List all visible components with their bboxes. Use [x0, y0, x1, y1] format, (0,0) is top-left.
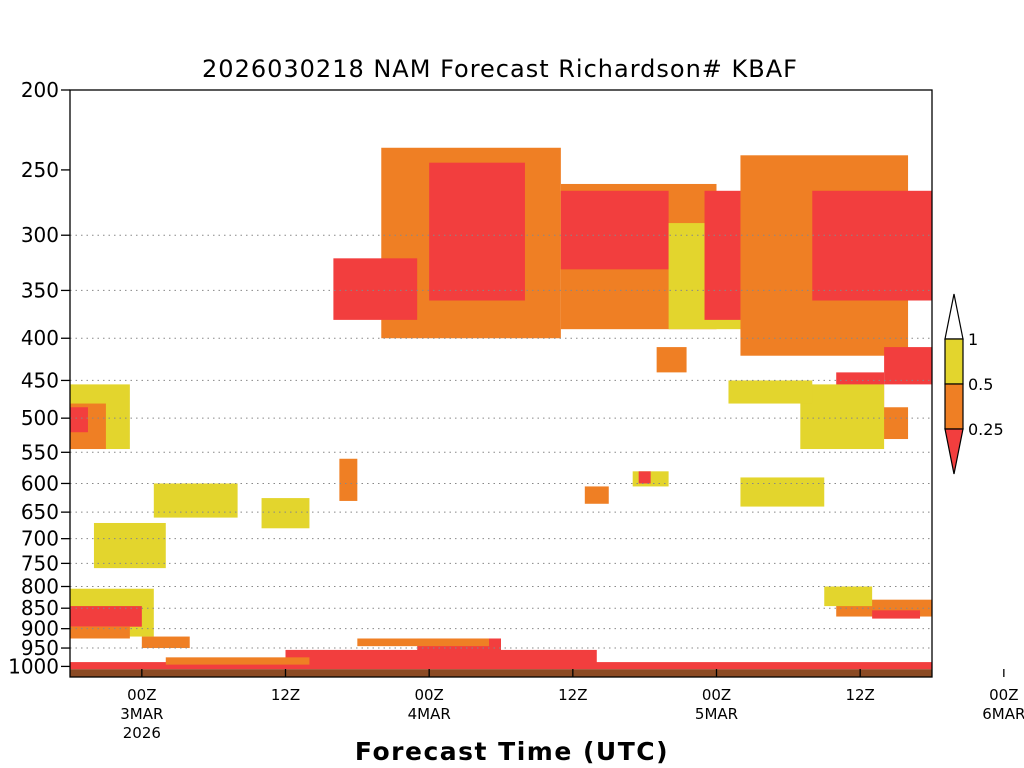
x-tick-label-24-0: 00Z	[414, 686, 443, 704]
ri-cell-low	[824, 586, 873, 607]
ri-cell-mid	[165, 657, 310, 665]
ri-cell-mid	[656, 347, 687, 373]
ri-cell-low	[740, 477, 825, 507]
colorbar-mid-segment	[944, 383, 964, 430]
colorbar-label-1: 0.5	[968, 375, 993, 394]
ri-cell-high	[884, 347, 932, 385]
chart-title: 2026030218 NAM Forecast Richardson# KBAF	[202, 55, 798, 83]
ri-cell-mid	[70, 626, 130, 639]
x-tick-label-72-0: 00Z	[989, 686, 1018, 704]
y-tick-label-900: 900	[21, 617, 59, 641]
colorbar-top-arrow	[944, 293, 964, 340]
y-axis: 200 250 300 350 400 450 500 550 600 650 7007508008…	[8, 78, 70, 678]
y-tick-label-750: 750	[21, 551, 59, 575]
ri-cell-high	[70, 407, 88, 433]
ri-cell-mid	[141, 636, 190, 649]
x-tick-label-0-1: 3MAR	[120, 705, 163, 723]
pressure-gridlines	[70, 234, 932, 649]
ground-layer	[70, 669, 932, 677]
ri-cell-low	[728, 380, 813, 404]
ri-cell-high	[560, 190, 669, 270]
x-axis-label: Forecast Time (UTC)	[355, 737, 669, 766]
ri-cell-high	[70, 606, 142, 627]
ri-cell-high	[70, 662, 932, 670]
ri-cell-low	[93, 522, 166, 569]
ri-cell-low	[800, 384, 885, 450]
plot-frame	[69, 89, 933, 678]
ground-fill	[70, 669, 932, 677]
y-tick-label-1000: 1000	[8, 654, 59, 678]
x-tick-label-0-0: 00Z	[127, 686, 156, 704]
ri-cell-high	[285, 649, 597, 663]
ri-cell-mid	[357, 638, 490, 647]
colorbar-low-segment	[944, 338, 964, 385]
y-tick-label-300: 300	[21, 223, 59, 247]
ri-cell-high	[812, 190, 932, 301]
y-tick-label-600: 600	[21, 471, 59, 495]
y-tick-label-700: 700	[21, 527, 59, 551]
y-tick-label-400: 400	[21, 326, 59, 350]
colorbar-bottom-arrow	[944, 428, 964, 475]
y-tick-label-350: 350	[21, 278, 59, 302]
y-tick-label-450: 450	[21, 368, 59, 392]
y-tick-label-850: 850	[21, 596, 59, 620]
x-tick-label-24-1: 4MAR	[408, 705, 451, 723]
x-tick-label-0-2: 2026	[123, 724, 161, 742]
ri-cell-high	[333, 258, 418, 320]
heatmap-cells	[70, 147, 932, 670]
x-tick-label-48-1: 5MAR	[695, 705, 738, 723]
x-tick-label-36-0: 12Z	[558, 686, 587, 704]
ri-cell-high	[429, 162, 525, 301]
y-tick-label-550: 550	[21, 440, 59, 464]
ri-cell-mid	[584, 486, 609, 504]
ri-cell-low	[632, 471, 669, 487]
ri-cell-low	[261, 498, 310, 529]
y-tick-label-250: 250	[21, 158, 59, 182]
ri-cell-mid	[339, 458, 358, 501]
y-tick-label-200: 200	[21, 78, 59, 102]
ri-cell-low	[153, 483, 238, 518]
colorbar-label-0: 1	[968, 330, 978, 349]
x-tick-label-60-0: 12Z	[845, 686, 874, 704]
colorbar-label-2: 0.25	[968, 420, 1004, 439]
y-tick-label-650: 650	[21, 500, 59, 524]
x-tick-label-48-0: 00Z	[702, 686, 731, 704]
ri-cell-high	[872, 610, 921, 619]
y-tick-label-950: 950	[21, 636, 59, 660]
x-tick-label-12-0: 12Z	[271, 686, 300, 704]
x-tick-label-72-1: 6MAR	[982, 705, 1024, 723]
y-tick-label-800: 800	[21, 574, 59, 598]
y-tick-label-500: 500	[21, 406, 59, 430]
ri-cell-high	[638, 471, 651, 484]
colorbar: 1 0.5 0.25	[944, 293, 1004, 475]
